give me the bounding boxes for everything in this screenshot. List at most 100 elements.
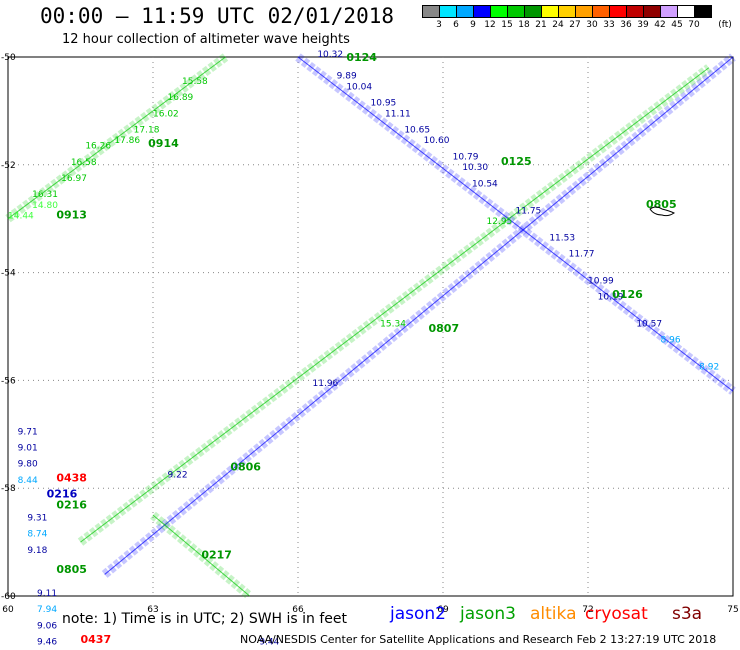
track-time-label: 0217 xyxy=(201,548,232,561)
time-label: 0806 xyxy=(230,461,261,474)
wave-height-value: 10.79 xyxy=(453,152,479,162)
lat-tick-label: -50 xyxy=(1,53,16,63)
time-label: 0805 xyxy=(56,563,87,576)
wave-height-value: 9.80 xyxy=(18,460,38,470)
lon-tick-label: 66 xyxy=(292,605,304,615)
wave-height-value: 16.89 xyxy=(168,93,194,103)
legend-label: 36 xyxy=(620,20,632,30)
lon-tick-label: 75 xyxy=(727,605,738,615)
track-line xyxy=(80,67,710,543)
satellite-cryosat: cryosat xyxy=(585,604,648,624)
time-label: 0216 xyxy=(56,498,87,511)
map-frame xyxy=(7,56,734,597)
legend-label: 39 xyxy=(637,20,649,30)
page-subtitle: 12 hour collection of altimeter wave hei… xyxy=(62,32,350,47)
lat-tick-label: -54 xyxy=(1,269,16,279)
legend-label: 12 xyxy=(484,20,496,30)
wave-height-value: 15.34 xyxy=(380,320,406,330)
legend-label: 42 xyxy=(654,20,666,30)
time-label: 0438 xyxy=(56,471,87,484)
lat-tick-label: -58 xyxy=(1,484,16,494)
wave-height-value: 10.04 xyxy=(346,82,372,92)
legend-label: 27 xyxy=(569,20,581,30)
legend-swatch xyxy=(694,5,712,18)
wave-height-value: 9.11 xyxy=(37,589,57,599)
wave-height-value: 16.26 xyxy=(85,142,111,152)
color-legend: 3 6 9 12 15 18 21 24 27 30 33 36 39 42 45 70 (ft) xyxy=(422,5,740,31)
legend-label: 18 xyxy=(518,20,530,30)
satellite-jason3: jason3 xyxy=(460,604,516,624)
time-label: 0216 xyxy=(47,488,78,501)
legend-label: 21 xyxy=(535,20,547,30)
satellite-s3a: s3a xyxy=(672,604,703,624)
legend-label: 70 xyxy=(688,20,700,30)
wave-height-value: 10.19 xyxy=(598,293,624,303)
lat-tick-label: -60 xyxy=(1,592,16,602)
legend-labels: 3 6 9 12 15 18 21 24 27 30 33 36 39 42 45 70 (ft) xyxy=(422,18,740,31)
lon-tick-label: 63 xyxy=(147,605,158,615)
wave-height-value: 17.86 xyxy=(114,136,140,146)
island-outline xyxy=(649,206,675,217)
wave-height-value: 9.18 xyxy=(27,546,47,556)
lat-tick-label: -56 xyxy=(1,376,16,386)
legend-label: 3 xyxy=(436,20,442,30)
satellite-jason2: jason2 xyxy=(390,604,446,624)
legend-label: 45 xyxy=(671,20,683,30)
track-time-label: 0913 xyxy=(56,209,87,222)
lon-tick-label: 72 xyxy=(582,605,593,615)
wave-height-value: 14.80 xyxy=(32,201,58,211)
track-time-label: 0807 xyxy=(429,322,460,335)
wave-height-value: 9.46 xyxy=(37,638,57,648)
track-line xyxy=(152,514,250,597)
footnote: note: 1) Time is in UTC; 2) SWH is in fe… xyxy=(62,611,348,627)
wave-height-value: 8.74 xyxy=(27,530,47,540)
wave-height-value: 11.53 xyxy=(549,233,575,243)
wave-height-value: 10.65 xyxy=(404,125,430,135)
wave-height-value: 9.44 xyxy=(259,638,279,648)
satellite-altika: altika xyxy=(530,604,577,624)
wave-height-value: 9.89 xyxy=(337,72,357,82)
page-title: 00:00 – 11:59 UTC 02/01/2018 xyxy=(40,4,395,28)
legend-unit: (ft) xyxy=(718,20,732,30)
legend-label: 6 xyxy=(453,20,459,30)
track-line xyxy=(104,56,734,575)
wave-height-value: 9.06 xyxy=(37,621,57,631)
time-label: 0124 xyxy=(346,51,377,64)
wave-height-value: 16.97 xyxy=(61,174,87,184)
legend-label: 9 xyxy=(470,20,476,30)
legend-label: 15 xyxy=(501,20,513,30)
time-label: 0437 xyxy=(81,633,112,646)
wave-height-value: 10.32 xyxy=(317,50,343,60)
track-line xyxy=(297,56,734,392)
time-label: 0914 xyxy=(148,137,179,150)
wave-height-value: 8.44 xyxy=(18,476,38,486)
wave-height-value: 10.95 xyxy=(371,99,397,109)
wave-height-value: 10.30 xyxy=(462,163,488,173)
wave-height-value: 10.57 xyxy=(636,320,662,330)
wave-height-value: 16.02 xyxy=(153,109,179,119)
wave-height-value: 16.31 xyxy=(32,190,58,200)
track-line xyxy=(7,56,226,220)
wave-height-value: 9.31 xyxy=(27,514,47,524)
wave-height-value: 11.11 xyxy=(385,109,411,119)
wave-height-value: 16.58 xyxy=(71,158,97,168)
legend-label: 33 xyxy=(603,20,615,30)
wave-height-value: 8.92 xyxy=(699,363,719,373)
wave-height-value: 12.95 xyxy=(487,217,513,227)
wave-height-value: 8.96 xyxy=(661,336,681,346)
lon-tick-label: 69 xyxy=(437,605,449,615)
wave-height-value: 7.94 xyxy=(37,605,57,615)
wave-height-value: 9.22 xyxy=(168,470,188,480)
legend-swatches xyxy=(422,5,740,18)
wave-height-value: 10.54 xyxy=(472,179,498,189)
legend-label: 24 xyxy=(552,20,564,30)
wave-height-value: 15.58 xyxy=(182,77,208,87)
credit-footer: NOAA/NESDIS Center for Satellite Applica… xyxy=(240,633,717,646)
wave-height-value: 11.75 xyxy=(516,206,542,216)
wave-height-value: 10.99 xyxy=(588,276,614,286)
wave-height-value: 11.77 xyxy=(569,249,595,259)
time-label: 0126 xyxy=(612,288,643,301)
wave-height-value: 9.71 xyxy=(18,427,38,437)
wave-height-value: 10.60 xyxy=(424,136,450,146)
